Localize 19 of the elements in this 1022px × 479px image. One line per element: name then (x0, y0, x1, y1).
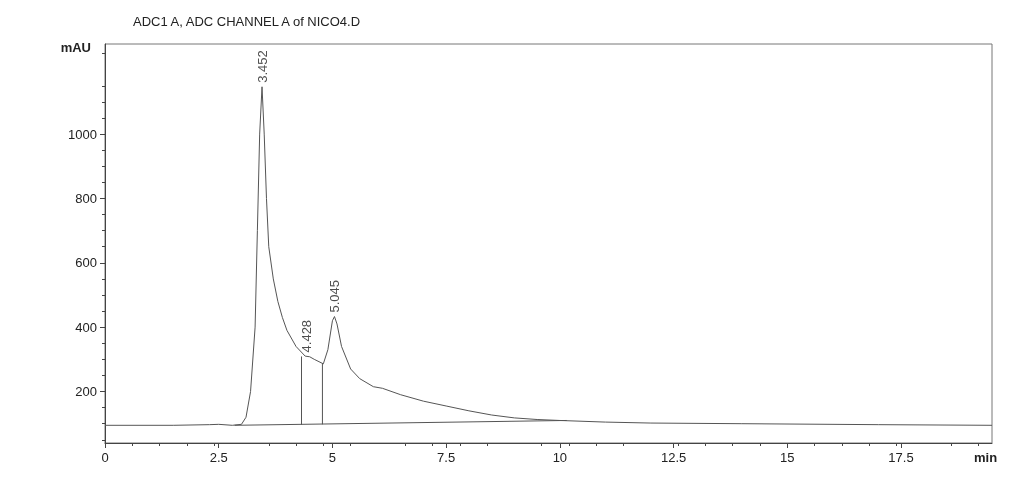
x-tick-label: 0 (101, 450, 109, 465)
x-tick-label: 7.5 (437, 450, 456, 465)
y-tick-label: 600 (75, 255, 97, 271)
x-tick-label: 2.5 (209, 450, 228, 465)
x-axis-title: min (974, 450, 998, 465)
y-tick-label: 800 (75, 190, 97, 206)
y-axis-title: mAU (60, 40, 91, 55)
annotation: 4.428 (298, 319, 314, 353)
x-tick-label: 12.5 (660, 450, 687, 465)
y-tick-label: 1000 (68, 126, 97, 142)
x-tick-label: 10 (552, 450, 568, 465)
x-tick-label: 5 (328, 450, 337, 465)
y-tick-label: 400 (75, 319, 97, 335)
x-tick-label: 17.5 (888, 450, 914, 465)
annotation: 5.045 (326, 280, 342, 313)
y-tick-label: 200 (75, 384, 97, 400)
chart-title: ADC1 A, ADC CHANNEL A of NICO4.D (133, 14, 361, 29)
x-tick-label: 15 (780, 450, 795, 465)
annotation: 3.452 (254, 50, 270, 83)
